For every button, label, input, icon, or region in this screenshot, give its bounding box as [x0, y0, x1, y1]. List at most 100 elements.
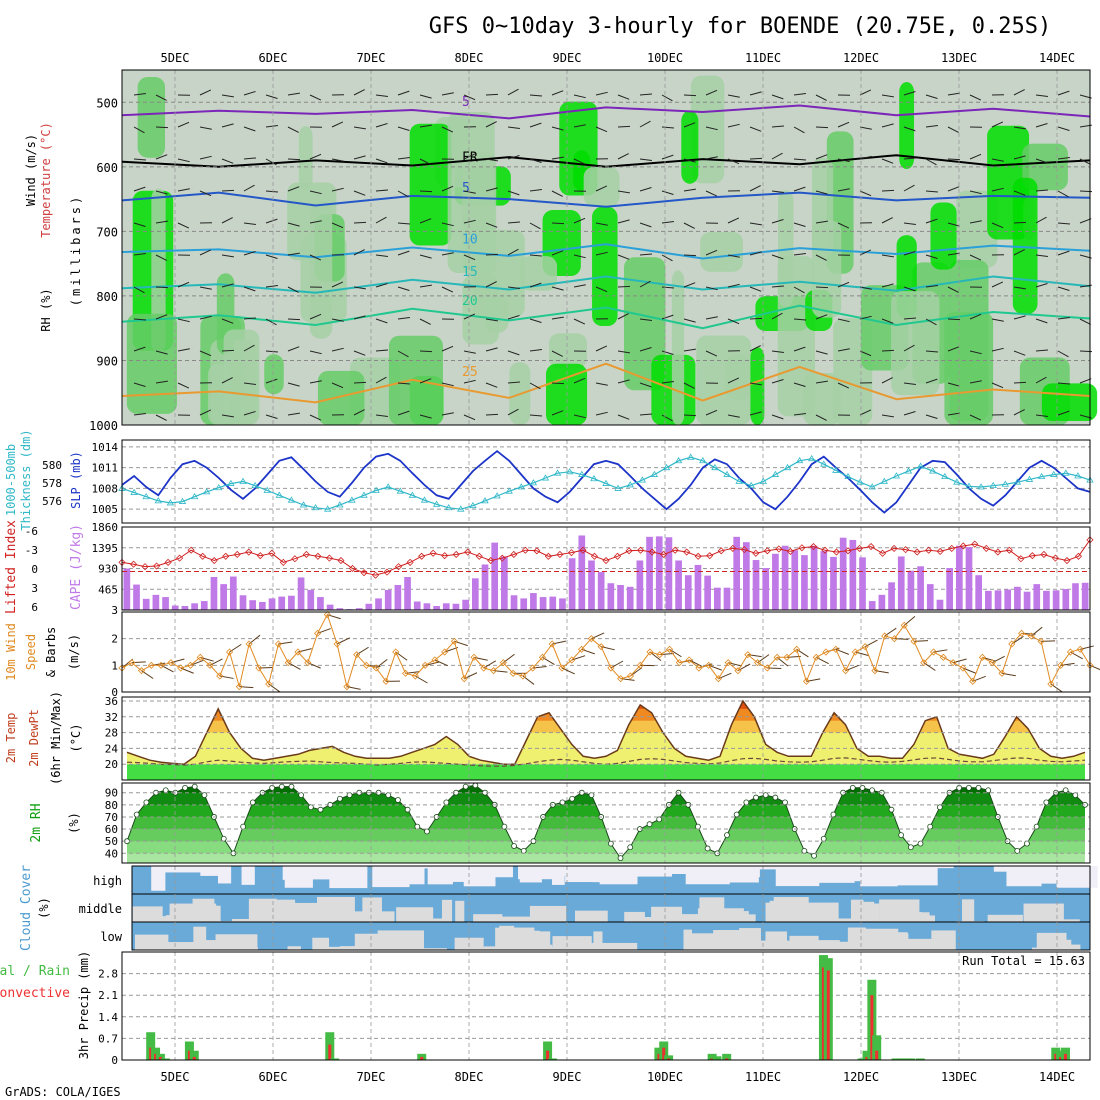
- cape-bar: [268, 598, 276, 610]
- wind-barb: [617, 125, 631, 128]
- wind-barb: [617, 313, 629, 320]
- wind-barb: [903, 222, 916, 225]
- wind-barb: [507, 408, 519, 416]
- cape-bar: [626, 586, 634, 610]
- wind-barb: [617, 94, 630, 100]
- cloud-clear-patch: [593, 931, 603, 950]
- wind-barb: [397, 250, 410, 256]
- wind-barb: [265, 378, 278, 384]
- rh-point: [288, 783, 295, 790]
- thickness-point: [553, 469, 562, 476]
- cloud-clear-patch: [230, 947, 259, 950]
- wind-barb: [441, 222, 454, 227]
- wind-barb: [353, 89, 365, 96]
- cloud-clear-patch: [307, 906, 353, 922]
- wind-speed-point: [1066, 648, 1075, 656]
- thickness-point: [880, 477, 889, 484]
- cape-bar: [694, 564, 702, 610]
- cape-tick-label: 930: [98, 563, 118, 576]
- temperature-axis-label: (6hr Min/Max): [49, 691, 63, 785]
- lifted-point: [1005, 546, 1013, 554]
- rh-point: [936, 804, 943, 811]
- thickness-point: [469, 501, 477, 509]
- wind-barb: [881, 318, 894, 324]
- wind-barb: [507, 190, 520, 196]
- wind-barb: [353, 286, 366, 290]
- wind-barb: [133, 318, 146, 321]
- wind-barb: [331, 318, 344, 322]
- cape-tick-label: 3: [111, 604, 118, 617]
- lifted-tick-label: 3: [31, 582, 38, 595]
- wind-barb: [155, 380, 168, 384]
- wind-barb: [617, 285, 631, 288]
- thickness-point: [323, 505, 332, 512]
- cloud-clear-patch: [497, 866, 507, 877]
- wind-barb: [375, 216, 387, 224]
- rh-point: [278, 783, 285, 790]
- rh-point: [627, 844, 634, 851]
- wind-barb: [463, 254, 476, 261]
- isotherm-line: [121, 243, 1091, 260]
- wind-barb: [727, 414, 740, 418]
- cape-bar: [384, 589, 392, 610]
- wind-barb: [771, 414, 784, 420]
- wind-barb: [749, 222, 762, 226]
- lifted-point: [314, 552, 322, 560]
- wind-speed-point: [538, 653, 547, 661]
- wind-barb: [881, 377, 893, 384]
- thickness-point: [844, 472, 852, 480]
- wind-barb: [815, 380, 828, 384]
- wind-speed-point: [802, 677, 811, 685]
- rh-patch: [409, 123, 452, 246]
- precipitation-panel: 0 0.7 1.4 2.1 2.8 Run Total = 15.63 Total / Ra…: [0, 951, 1091, 1067]
- thickness-point: [771, 470, 780, 477]
- cape-bar: [365, 603, 373, 610]
- wind-barb: [243, 344, 255, 352]
- wind-barb: [969, 254, 982, 261]
- wind-barb: [683, 318, 696, 323]
- wind-barb: [485, 253, 499, 256]
- wind-barb: [595, 251, 608, 256]
- lifted-point: [786, 547, 794, 555]
- precip-total-bar: [146, 1032, 156, 1060]
- wind-barb: [441, 382, 454, 387]
- wind-barb: [837, 188, 850, 192]
- wind-barb: [243, 91, 256, 96]
- wind-barb: [683, 414, 697, 417]
- cape-bar: [452, 603, 460, 610]
- slp-label: SLP (mb): [69, 451, 83, 509]
- cloud-clear-patch: [792, 902, 839, 922]
- rh-patch: [484, 296, 509, 333]
- precip-tick-label: 2.8: [98, 968, 118, 981]
- wind-barb: [331, 382, 344, 389]
- cloud-clear-patch: [651, 916, 665, 922]
- lifted-point: [637, 546, 645, 554]
- rh-point: [782, 799, 788, 806]
- lifted-point: [164, 558, 172, 566]
- cape-tick-label: 1860: [92, 521, 119, 534]
- wind-barb: [881, 189, 895, 192]
- wind-barb: [991, 318, 1004, 322]
- cloud-clear-patch: [151, 866, 166, 891]
- isotherm-label: 10: [462, 233, 478, 248]
- bottom-date-label: 5DEC: [161, 1070, 190, 1084]
- cape-bar: [607, 583, 615, 610]
- top-date-labels: 5DEC 6DEC 7DEC 8DEC 9DEC 10DEC 11DEC 12DEC 13DEC…: [161, 51, 1076, 65]
- rh-patch: [700, 231, 743, 272]
- cape-bar: [801, 555, 808, 610]
- wind-barb: [793, 93, 806, 96]
- wind-barb: [309, 350, 322, 355]
- thickness-point: [856, 478, 864, 485]
- rh-point: [753, 794, 759, 801]
- rh-point: [249, 799, 256, 806]
- wind-barb: [265, 414, 278, 419]
- cloud-row-label: low: [100, 930, 122, 944]
- rh-patch: [811, 220, 842, 318]
- wind-barb: [859, 409, 872, 416]
- wind-barb: [947, 286, 959, 293]
- lifted-point: [982, 544, 990, 552]
- isotherm-line: [121, 362, 1091, 404]
- wind-axis-label: 10m Wind: [4, 623, 18, 681]
- cloud-clear-patch: [987, 914, 1023, 922]
- thickness-point: [384, 483, 392, 490]
